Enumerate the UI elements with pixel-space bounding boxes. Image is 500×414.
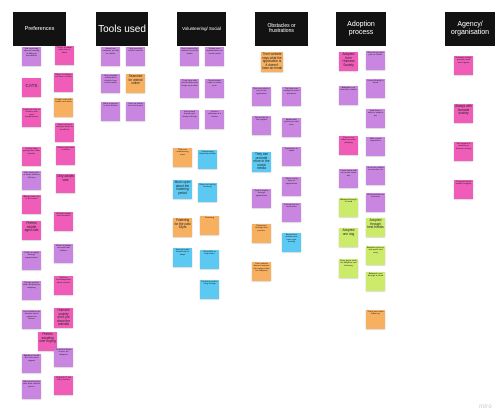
sticky-note[interactable]: Adopted from Humane Society (339, 52, 358, 71)
sticky-note[interactable]: Has many pets at home and lost off them (22, 171, 41, 190)
sticky-note[interactable]: There was some follow up (366, 310, 385, 329)
sticky-note[interactable]: Self support is amazing at humane societ… (454, 142, 473, 161)
header-agency-organisation: Agency/ organisation (445, 12, 495, 46)
sticky-note[interactable]: Prefers middle aged cats (22, 221, 41, 240)
sticky-note[interactable]: CATS (22, 78, 41, 97)
header-volunteering-social: Volunteering/ Social (177, 12, 226, 46)
sticky-note[interactable]: Expensive to adopt (282, 147, 301, 166)
sticky-note[interactable]: Looks for cats at shelters with good tem… (22, 108, 41, 127)
sticky-note[interactable]: Application processes take time (282, 118, 301, 137)
sticky-note[interactable]: The form was asking too much questions (282, 87, 301, 106)
sticky-note[interactable]: Follow local organisations on social med… (205, 47, 224, 66)
miro-watermark: miro (479, 404, 492, 410)
sticky-note[interactable]: Gets involved by animals on social media (180, 47, 199, 66)
sticky-note[interactable]: Uses an online site to find pets (126, 102, 145, 121)
sticky-note[interactable]: Staff has knowledgeable about animals (54, 276, 73, 295)
sticky-note[interactable]: Much open about the fostering period (173, 180, 192, 199)
sticky-note[interactable]: Go to the shelter to meet the cat (366, 166, 385, 185)
sticky-note[interactable]: Wants to adopt a cat from a shelter (54, 73, 73, 92)
sticky-note[interactable]: Not searching open to keeping of differe… (22, 47, 41, 66)
sticky-note[interactable]: Adopted a cat from their shelter (339, 86, 358, 105)
sticky-note[interactable]: Fostering makes a big change (200, 280, 219, 299)
sticky-note[interactable]: Expensive through their process (252, 224, 271, 243)
sticky-note[interactable]: Their website says what the application … (261, 52, 283, 72)
sticky-note[interactable]: Wouldn't adopt from breeders (54, 212, 73, 231)
sticky-note[interactable]: They also have medical support (454, 180, 473, 199)
sticky-note[interactable]: Prefers adopting over buying (38, 332, 57, 351)
sticky-note[interactable]: No kind of home checks for adopters (54, 348, 73, 367)
sticky-note[interactable]: Local shelters do not give much support … (22, 310, 41, 329)
sticky-note[interactable]: Prefers cats with health care done (54, 98, 73, 117)
sticky-note[interactable]: Special needs would help to adopt (173, 248, 192, 267)
sticky-note[interactable]: Still searching for pets from several pl… (22, 380, 41, 399)
sticky-note[interactable]: Prefers pets from a shelter (56, 146, 75, 165)
sticky-note[interactable]: Social work friends and family will help (180, 110, 199, 129)
sticky-note[interactable]: Wants to adopt rescued from shelters (54, 244, 73, 263)
sticky-note[interactable]: Their website doesn't mention the suppor… (252, 262, 271, 281)
sticky-note[interactable]: Plans on volunteering more (173, 148, 192, 167)
sticky-note[interactable]: Went to go meet pets at shelter (366, 51, 385, 70)
sticky-note[interactable]: Adopted through a friend (339, 198, 358, 217)
header-tools-used: Tools used (96, 12, 148, 46)
sticky-note[interactable]: Not sure what to put on the application (252, 87, 271, 106)
sticky-note[interactable]: Easy paper work for adoption and fosteri… (339, 259, 358, 278)
sticky-note[interactable]: Did not like the restrictions (282, 203, 301, 222)
sticky-note[interactable]: Volunteering helped by shelter (198, 150, 217, 169)
sticky-note[interactable]: Did not like to feel judged (252, 116, 271, 135)
sticky-note[interactable]: Only adopts cats (56, 174, 75, 193)
sticky-note[interactable]: DOES NOT like killer shelters (54, 376, 73, 395)
sticky-note[interactable]: Adopters would like a bit more support (22, 354, 41, 373)
sticky-note[interactable]: Wants to bond and give home to an old ca… (55, 123, 74, 142)
sticky-note[interactable]: Would not like an interview (366, 193, 385, 212)
sticky-note[interactable]: Used to volunteer at a shelter (205, 110, 224, 129)
sticky-note[interactable]: Had a good experience (366, 137, 385, 156)
sticky-note[interactable]: Adopted a pet through a friend (366, 272, 385, 291)
sticky-note[interactable]: Social media helps to share pets (205, 79, 224, 98)
header-preferences: Preferences (13, 12, 66, 46)
sticky-note[interactable]: Only consider visiting local shelters fr… (101, 74, 120, 93)
sticky-note[interactable]: Took them a while to adopt a pet (366, 109, 385, 128)
sticky-note[interactable]: Adopted through best friends (366, 218, 385, 237)
sticky-note[interactable]: Animal that website was more user friend… (282, 233, 301, 252)
sticky-note[interactable]: No age priority when fostering or adopti… (22, 281, 41, 300)
sticky-note[interactable]: Adoption process was quick and easy (366, 246, 385, 265)
sticky-note[interactable]: Adopted one dog (339, 228, 358, 247)
sticky-note[interactable]: Prefer to adopt older than a kitten (55, 46, 74, 65)
sticky-note[interactable]: Prefer to adopt through organisations (22, 251, 41, 270)
header-obstacles: Obstacles or frustrations (255, 12, 308, 46)
sticky-note[interactable]: They can promote more in the social medi… (252, 152, 271, 172)
sticky-note[interactable]: Searched for animal online (126, 74, 145, 93)
header-adoption-process: Adoption process (336, 12, 386, 46)
sticky-note[interactable]: Found through a friend (366, 79, 385, 98)
sticky-note[interactable]: Always had cats in the house (22, 195, 41, 214)
sticky-note[interactable]: Takes a long time for applications (282, 177, 301, 196)
sticky-note[interactable]: Fostering (200, 216, 219, 235)
sticky-note[interactable]: Fostering for the past 15yrs (173, 218, 192, 237)
sticky-note[interactable]: Humane society don't put down the animal… (54, 308, 73, 328)
sticky-note[interactable]: Only uses the shelter website (126, 47, 145, 66)
sticky-note[interactable]: There is no follow up when adopting (339, 136, 358, 155)
sticky-note[interactable]: Came home with cat on the same day (339, 169, 358, 188)
sticky-note[interactable]: Search on computer (a tool) on shelter (101, 47, 120, 66)
sticky-note[interactable]: Took 6 months through applications (252, 189, 271, 208)
sticky-note[interactable]: Humane society provides food and support (454, 56, 473, 75)
sticky-note[interactable]: Would like to help foster (200, 250, 219, 269)
sticky-note[interactable]: Prefers help getting their older animals (22, 147, 41, 166)
sticky-note[interactable]: Always with humane society (454, 104, 473, 123)
sticky-note[interactable]: Went in person to local shelter (101, 102, 120, 121)
sticky-note[interactable]: They have with social media and keeps up… (180, 79, 199, 98)
sticky-note[interactable]: Wants to help by fostering (198, 183, 217, 202)
